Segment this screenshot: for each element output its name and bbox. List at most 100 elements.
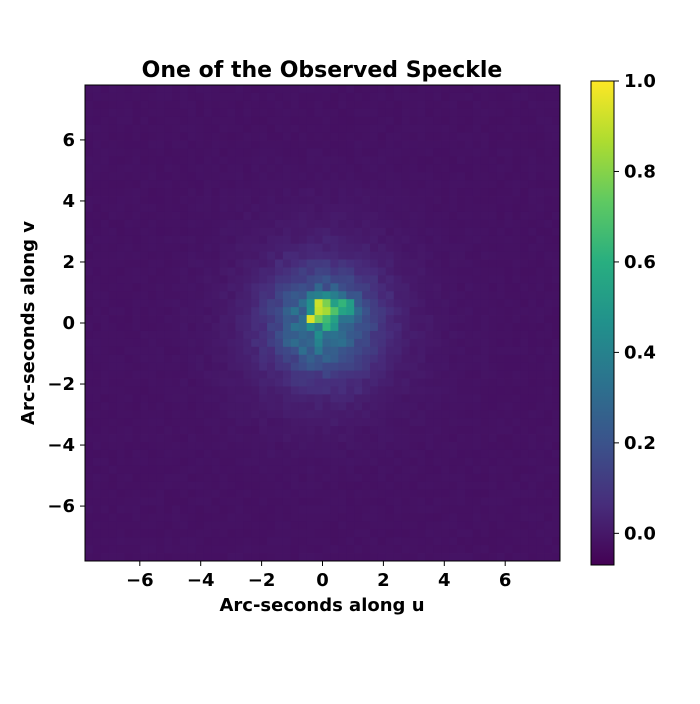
heatmap-cell (417, 386, 426, 395)
heatmap-cell (116, 426, 125, 435)
heatmap-cell (528, 275, 537, 284)
heatmap-cell (275, 92, 284, 102)
heatmap-cell (306, 354, 315, 364)
heatmap-cell (457, 180, 466, 189)
heatmap-cell (504, 346, 513, 356)
heatmap-cell (108, 481, 118, 490)
heatmap-cell (441, 402, 450, 411)
heatmap-cell (544, 505, 553, 514)
heatmap-cell (227, 354, 236, 364)
heatmap-cell (140, 164, 149, 173)
heatmap-cell (370, 156, 379, 165)
heatmap-cell (480, 545, 490, 554)
heatmap-cell (187, 108, 197, 118)
heatmap-cell (552, 338, 561, 348)
heatmap-cell (401, 204, 410, 213)
heatmap-cell (362, 140, 371, 149)
heatmap-cell (132, 473, 141, 483)
heatmap-cell (203, 243, 213, 252)
heatmap-cell (203, 227, 213, 237)
heatmap-cell (338, 545, 347, 554)
heatmap-cell (449, 164, 458, 173)
heatmap-cell (409, 315, 418, 324)
heatmap-cell (314, 354, 323, 364)
heatmap-cell (148, 156, 157, 165)
heatmap-cell (457, 124, 466, 133)
heatmap-cell (187, 473, 197, 483)
heatmap-cell (417, 148, 426, 157)
heatmap-cell (180, 449, 189, 459)
heatmap-cell (441, 108, 450, 118)
heatmap-cell (290, 156, 300, 165)
heatmap-cell (346, 505, 355, 514)
heatmap-cell (282, 124, 292, 133)
heatmap-cell (449, 235, 458, 245)
heatmap-cell (314, 108, 323, 118)
heatmap-cell (140, 259, 149, 268)
heatmap-cell (449, 211, 458, 221)
heatmap-cell (282, 553, 292, 562)
heatmap-cell (306, 156, 315, 165)
heatmap-cell (164, 196, 173, 205)
heatmap-cell (148, 85, 157, 94)
heatmap-cell (156, 243, 165, 252)
heatmap-cell (306, 418, 315, 427)
heatmap-cell (132, 537, 141, 546)
heatmap-cell (227, 227, 236, 237)
heatmap-cell (512, 283, 521, 292)
heatmap-cell (354, 283, 363, 292)
heatmap-cell (195, 323, 205, 332)
heatmap-cell (401, 116, 410, 126)
heatmap-cell (156, 402, 165, 411)
heatmap-cell (449, 513, 458, 522)
heatmap-cell (140, 132, 149, 141)
heatmap-cell (449, 219, 458, 229)
heatmap-cell (338, 473, 347, 483)
heatmap-cell (243, 338, 252, 348)
heatmap-cell (243, 323, 252, 332)
heatmap-cell (235, 204, 244, 213)
heatmap-cell (203, 434, 213, 443)
heatmap-cell (108, 354, 118, 364)
heatmap-cell (259, 92, 268, 102)
heatmap-cell (465, 537, 474, 546)
heatmap-cell (108, 267, 118, 276)
heatmap-cell (536, 386, 545, 395)
heatmap-cell (520, 338, 529, 348)
heatmap-cell (354, 553, 363, 562)
heatmap-cell (251, 465, 260, 475)
heatmap-cell (488, 418, 498, 427)
heatmap-cell (362, 529, 371, 538)
heatmap-cell (282, 402, 292, 411)
heatmap-cell (536, 140, 545, 149)
heatmap-cell (187, 156, 197, 165)
heatmap-cell (480, 489, 490, 498)
heatmap-cell (180, 235, 189, 245)
heatmap-cell (116, 362, 125, 371)
heatmap-cell (85, 537, 94, 546)
heatmap-cell (346, 219, 355, 229)
heatmap-cell (480, 188, 490, 197)
heatmap-cell (298, 489, 308, 498)
heatmap-cell (227, 370, 236, 379)
heatmap-cell (520, 465, 529, 475)
heatmap-cell (488, 315, 498, 324)
heatmap-cell (512, 505, 521, 514)
heatmap-cell (314, 164, 323, 173)
heatmap-cell (377, 148, 387, 157)
heatmap-cell (544, 545, 553, 554)
heatmap-cell (164, 473, 173, 483)
heatmap-cell (385, 386, 395, 395)
heatmap-cell (148, 497, 157, 506)
heatmap-cell (195, 108, 205, 118)
heatmap-cell (275, 188, 284, 197)
heatmap-cell (512, 204, 521, 213)
heatmap-cell (251, 283, 260, 292)
heatmap-cell (330, 386, 339, 395)
heatmap-cell (536, 307, 545, 316)
heatmap-cell (528, 243, 537, 252)
heatmap-cell (108, 489, 118, 498)
heatmap-cell (108, 116, 118, 126)
heatmap-cell (172, 307, 181, 316)
heatmap-cell (465, 188, 474, 197)
